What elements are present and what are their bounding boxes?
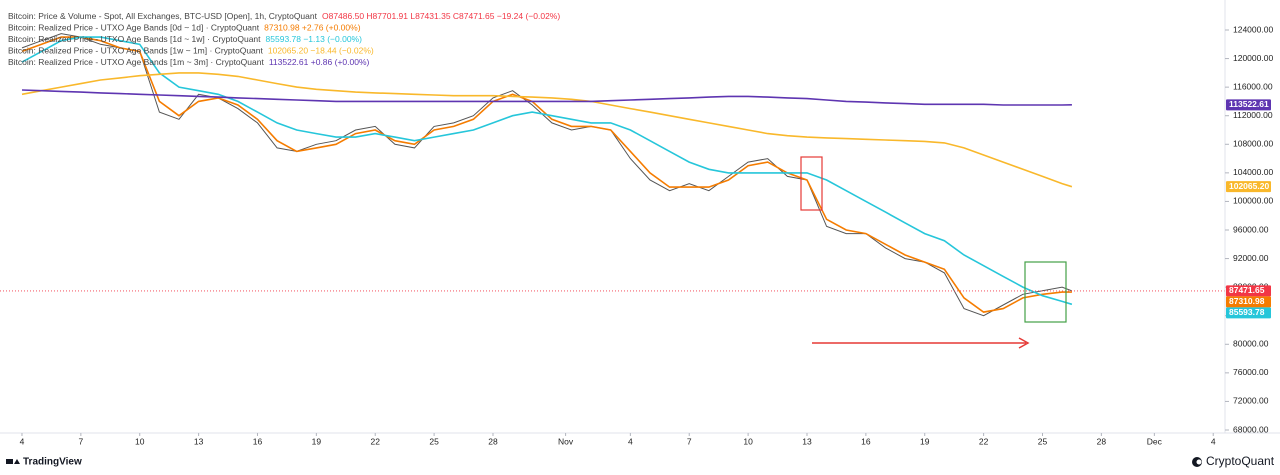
highlight-box-green bbox=[1024, 261, 1067, 323]
legend-values: 85593.78 −1.13 (−0.00%) bbox=[266, 34, 363, 44]
y-tick-label: 104000.00 bbox=[1233, 167, 1273, 177]
y-tick-label: 80000.00 bbox=[1233, 339, 1269, 349]
legend-entry: Bitcoin: Realized Price - UTXO Age Bands… bbox=[8, 23, 361, 33]
badge-label: 87310.98 bbox=[1229, 296, 1265, 306]
y-tick-label: 76000.00 bbox=[1233, 367, 1269, 377]
badge-label: 113522.61 bbox=[1229, 99, 1269, 109]
legend-values: O87486.50 H87701.91 L87431.35 C87471.65 … bbox=[322, 11, 560, 21]
tradingview-logo: TradingView bbox=[6, 457, 82, 468]
logo-mark bbox=[6, 459, 13, 464]
legend-entry: Bitcoin: Realized Price - UTXO Age Bands… bbox=[8, 34, 362, 44]
badge-label: 87471.65 bbox=[1229, 285, 1265, 295]
x-tick-label: 16 bbox=[861, 436, 871, 446]
y-tick-label: 96000.00 bbox=[1233, 224, 1269, 234]
badge-box bbox=[1226, 296, 1271, 308]
x-tick-label: 25 bbox=[1038, 436, 1048, 446]
legend-entry: Bitcoin: Realized Price - UTXO Age Bands… bbox=[8, 57, 370, 67]
footer-right: CryptoQuant bbox=[1206, 454, 1275, 468]
y-tick-label: 120000.00 bbox=[1233, 53, 1273, 63]
y-tick-label: 92000.00 bbox=[1233, 253, 1269, 263]
legend-values: 87310.98 +2.76 (+0.00%) bbox=[264, 23, 361, 33]
x-tick-label: 16 bbox=[253, 436, 263, 446]
logo-mark bbox=[1196, 459, 1202, 465]
y-tick-label: 100000.00 bbox=[1233, 196, 1273, 206]
price-badge: 85593.78 bbox=[1226, 307, 1271, 319]
badge-box bbox=[1226, 307, 1271, 319]
y-tick-label: 72000.00 bbox=[1233, 396, 1269, 406]
badge-label: 85593.78 bbox=[1229, 307, 1265, 317]
badge-box bbox=[1226, 285, 1271, 297]
series-line bbox=[21, 89, 1072, 106]
badge-box bbox=[1226, 181, 1271, 193]
x-tick-label: 13 bbox=[194, 436, 204, 446]
x-tick-label: 19 bbox=[312, 436, 322, 446]
price-badge: 113522.61 bbox=[1226, 99, 1271, 111]
x-tick-label: 7 bbox=[78, 436, 83, 446]
x-tick-label: 19 bbox=[920, 436, 930, 446]
x-tick-label: Nov bbox=[558, 436, 574, 446]
x-tick-label: 28 bbox=[1097, 436, 1107, 446]
x-tick-label: 4 bbox=[20, 436, 25, 446]
badge-label: 102065.20 bbox=[1229, 181, 1269, 191]
series-line bbox=[21, 33, 1073, 317]
legend-values: 113522.61 +0.86 (+0.00%) bbox=[269, 57, 370, 67]
logo-mark bbox=[14, 459, 20, 464]
highlight-box-red bbox=[800, 156, 823, 211]
cryptoquant-logo: CryptoQuant bbox=[1192, 454, 1275, 468]
legend-entry: Bitcoin: Price & Volume - Spot, All Exch… bbox=[8, 11, 560, 21]
y-tick-label: 68000.00 bbox=[1233, 424, 1269, 434]
legend-name: Bitcoin: Realized Price - UTXO Age Bands… bbox=[8, 23, 260, 33]
y-tick-label: 124000.00 bbox=[1233, 24, 1273, 34]
badge-box bbox=[1226, 99, 1271, 111]
series-line bbox=[21, 72, 1073, 188]
series-line bbox=[21, 36, 1072, 313]
legend-name: Bitcoin: Realized Price - UTXO Age Bands… bbox=[8, 57, 264, 67]
x-tick-label: 7 bbox=[687, 436, 692, 446]
arrow-head bbox=[1018, 337, 1030, 349]
price-badge: 87471.65 bbox=[1226, 285, 1271, 297]
price-badge: 102065.20 bbox=[1226, 181, 1271, 193]
y-tick-label: 108000.00 bbox=[1233, 139, 1273, 149]
x-tick-label: 4 bbox=[1211, 436, 1216, 446]
plot-area bbox=[0, 33, 1225, 317]
legend-name: Bitcoin: Realized Price - UTXO Age Bands… bbox=[8, 34, 261, 44]
y-tick-label: 116000.00 bbox=[1233, 81, 1273, 91]
legend-values: 102065.20 −18.44 (−0.02%) bbox=[268, 46, 374, 56]
x-tick-label: 28 bbox=[488, 436, 498, 446]
x-tick-label: 10 bbox=[135, 436, 145, 446]
x-tick-label: 4 bbox=[628, 436, 633, 446]
legend-name: Bitcoin: Realized Price - UTXO Age Bands… bbox=[8, 46, 264, 56]
x-tick-label: Dec bbox=[1147, 436, 1163, 446]
x-tick-label: 13 bbox=[802, 436, 812, 446]
footer-left: TradingView bbox=[23, 457, 82, 468]
price-badge: 87310.98 bbox=[1226, 296, 1271, 308]
x-tick-label: 25 bbox=[429, 436, 439, 446]
x-tick-label: 22 bbox=[370, 436, 380, 446]
legend-entry: Bitcoin: Realized Price - UTXO Age Bands… bbox=[8, 46, 374, 56]
y-tick-label: 112000.00 bbox=[1233, 110, 1273, 120]
x-tick-label: 10 bbox=[743, 436, 753, 446]
legend-name: Bitcoin: Price & Volume - Spot, All Exch… bbox=[8, 11, 318, 21]
x-tick-label: 22 bbox=[979, 436, 989, 446]
legend: Bitcoin: Price & Volume - Spot, All Exch… bbox=[8, 11, 560, 67]
series-line bbox=[21, 36, 1073, 306]
